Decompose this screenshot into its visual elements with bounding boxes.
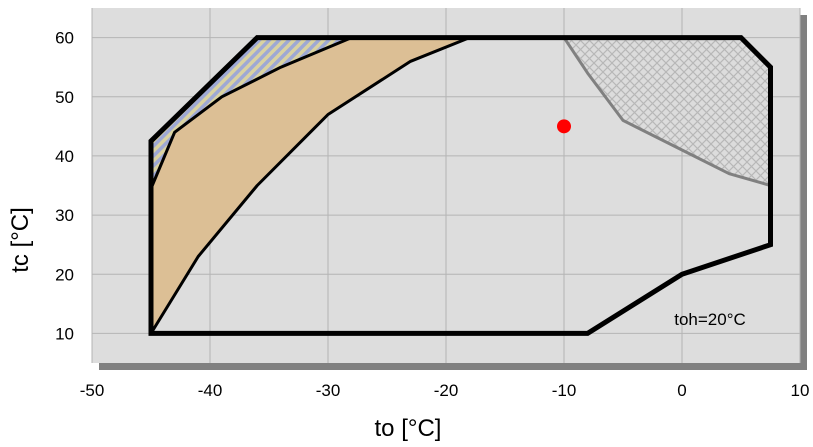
x-tick-label: 0: [677, 381, 686, 400]
x-tick-label: 10: [791, 381, 810, 400]
operating-point-marker: [557, 119, 571, 134]
x-tick-label: -20: [434, 381, 459, 400]
region-0: [151, 37, 352, 189]
y-tick-label: 40: [55, 147, 74, 166]
curves: [149, 36, 772, 335]
y-axis-label: tc [°C]: [7, 207, 34, 273]
curve-2: [562, 36, 772, 187]
y-tick-label: 60: [55, 29, 74, 48]
envelope-outline: [148, 35, 773, 336]
annotation-text: toh=20°C: [674, 310, 746, 329]
curve-0: [149, 36, 354, 190]
y-tick-label: 50: [55, 88, 74, 107]
x-axis-label: to [°C]: [375, 415, 442, 442]
region-1: [151, 37, 470, 334]
marker-layer: [557, 119, 571, 134]
y-tick-label: 10: [55, 324, 74, 343]
curve-1: [149, 36, 472, 335]
region-2: [564, 37, 771, 186]
x-tick-label: -40: [198, 381, 223, 400]
envelope-layer: [148, 35, 773, 336]
regions: [151, 37, 771, 334]
y-tick-label: 30: [55, 206, 74, 225]
x-tick-label: -30: [316, 381, 341, 400]
y-tick-labels: 10 20 30 40 50 60: [55, 29, 74, 344]
x-tick-label: -10: [552, 381, 577, 400]
y-tick-label: 20: [55, 265, 74, 284]
x-tick-label: -50: [80, 381, 105, 400]
x-tick-labels: -50 -40 -30 -20 -10 0 10: [80, 381, 810, 400]
